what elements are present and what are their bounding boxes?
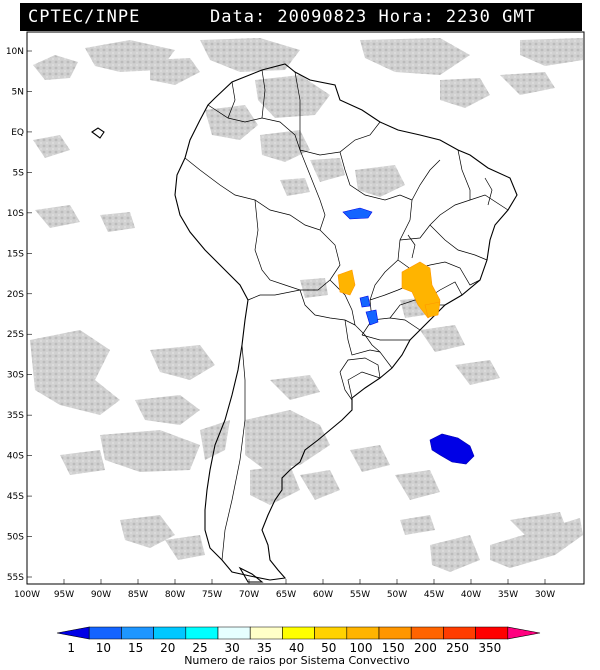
colorbar-segment xyxy=(314,626,348,640)
colorbar-segment xyxy=(88,626,122,640)
lat-label: 5N xyxy=(12,87,24,97)
colorbar-segment xyxy=(185,626,219,640)
colorbar-segment xyxy=(121,626,154,640)
colorbar-segment xyxy=(507,626,541,640)
lon-label: 35W xyxy=(498,590,518,600)
colorbar-tick-label: 10 xyxy=(96,641,111,655)
colorbar-tick-label: 350 xyxy=(478,641,501,655)
header-source: CPTEC/INPE xyxy=(28,7,141,27)
colorbar-segment xyxy=(346,626,380,640)
lat-label: 15S xyxy=(7,249,24,259)
lon-label: 30W xyxy=(535,590,555,600)
lon-label: 80W xyxy=(165,590,185,600)
lon-label: 70W xyxy=(239,590,259,600)
colorbar-segment xyxy=(56,626,90,640)
colorbar-segment xyxy=(443,626,476,640)
colorbar-tick-label: 250 xyxy=(446,641,469,655)
colorbar-tick-label: 20 xyxy=(160,641,175,655)
colorbar-segment xyxy=(217,626,251,640)
lat-label: 5S xyxy=(13,168,25,178)
lon-label: 65W xyxy=(276,590,296,600)
lat-label: 45S xyxy=(7,492,24,502)
lon-label: 90W xyxy=(91,590,111,600)
system-blob xyxy=(359,295,371,308)
lat-label: 40S xyxy=(7,452,24,462)
lat-label: 30S xyxy=(7,371,24,381)
lat-label: 55S xyxy=(7,573,24,583)
lat-label: EQ xyxy=(11,128,24,138)
lat-label: 10N xyxy=(6,47,24,57)
lon-label: 55W xyxy=(350,590,370,600)
colorbar-segment xyxy=(249,626,283,640)
colorbar-tick-label: 40 xyxy=(289,641,304,655)
convective-systems xyxy=(337,207,475,465)
lat-label: 20S xyxy=(7,290,24,300)
header-datetime: Data: 20090823 Hora: 2230 GMT xyxy=(210,7,536,27)
colorbar-tick-label: 35 xyxy=(257,641,272,655)
system-blob xyxy=(365,309,379,326)
lon-label: 60W xyxy=(313,590,333,600)
map-frame xyxy=(26,31,585,585)
colorbar-tick-label: 15 xyxy=(128,641,143,655)
colorbar-tick-label: 25 xyxy=(192,641,207,655)
lon-label: 85W xyxy=(128,590,148,600)
lat-label: 10S xyxy=(7,209,24,219)
colorbar-tick-label: 200 xyxy=(414,641,437,655)
colorbar-tick-label: 100 xyxy=(350,641,373,655)
colorbar-segment xyxy=(282,626,315,640)
lon-label: 75W xyxy=(202,590,222,600)
country-borders xyxy=(184,69,509,561)
lon-label: 45W xyxy=(424,590,444,600)
lon-label: 100W xyxy=(14,590,40,600)
coastline xyxy=(91,63,518,583)
system-blob xyxy=(337,269,356,296)
colorbar-tick-label: 1 xyxy=(67,641,75,655)
colorbar-tick-label: 30 xyxy=(225,641,240,655)
system-blob xyxy=(424,301,441,318)
lat-label: 25S xyxy=(7,330,24,340)
lat-label: 35S xyxy=(7,411,24,421)
colorbar-segment xyxy=(475,626,509,640)
lon-label: 40W xyxy=(461,590,481,600)
system-blob xyxy=(429,433,475,465)
cloud-cover xyxy=(30,38,583,572)
colorbar-title: Numero de raios por Sistema Convectivo xyxy=(184,654,410,667)
colorbar: 1 10 15 20 25 30 35 40 50 100 150 200 250 350 xyxy=(56,626,541,655)
colorbar-tick-label: 50 xyxy=(321,641,336,655)
lon-label: 50W xyxy=(387,590,407,600)
colorbar-segment xyxy=(410,626,444,640)
lat-label: 50S xyxy=(7,533,24,543)
lon-label: 95W xyxy=(54,590,74,600)
title-bar: CPTEC/INPE Data: 20090823 Hora: 2230 GMT xyxy=(20,3,582,31)
colorbar-segment xyxy=(378,626,412,640)
colorbar-tick-label: 150 xyxy=(382,641,405,655)
system-blob xyxy=(342,207,373,220)
colorbar-segment xyxy=(153,626,187,640)
